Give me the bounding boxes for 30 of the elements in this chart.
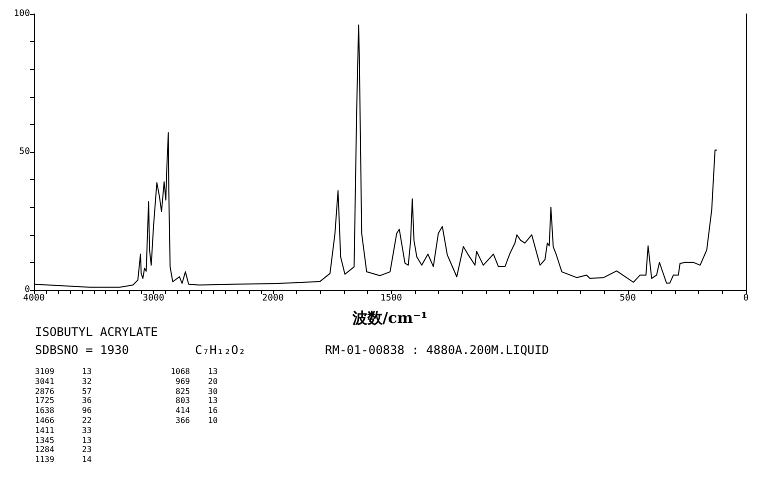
text: 1068 13 [170, 367, 218, 376]
text: 366 10 [176, 416, 218, 425]
text: ISOBUTYL ACRYLATE [35, 325, 158, 339]
text: RM-01-00838 : 4880A.200M.LIQUID [325, 343, 549, 357]
text: 1466 22 [35, 416, 92, 425]
x-axis-title: 波数/cm⁻¹ [352, 309, 428, 328]
x-tick-label: 4000 [23, 294, 45, 304]
text: 1139 14 [35, 455, 92, 464]
text: SDBSNO = 1930 [35, 343, 129, 357]
text: 1638 96 [35, 406, 92, 416]
text: 3109 13 [35, 367, 92, 376]
y-tick-label: 100 [14, 9, 30, 19]
y-tick-label: 50 [19, 147, 30, 157]
y-tick-label: 0 [24, 285, 30, 295]
x-tick-label: 500 [620, 294, 636, 304]
text: C₇H₁₂O₂ [195, 343, 246, 357]
x-tick-label: 0 [743, 294, 749, 304]
text: 1345 13 [35, 436, 92, 445]
x-tick-label: 2000 [262, 294, 284, 304]
text: 2876 57 [35, 386, 92, 396]
text: 803 13 [176, 396, 218, 406]
text: 1411 33 [35, 426, 92, 435]
text: 414 16 [176, 406, 218, 416]
text: 1725 36 [35, 396, 92, 406]
x-tick-label: 1500 [380, 294, 402, 304]
x-tick-label: 3000 [142, 294, 164, 304]
text: 825 30 [176, 386, 218, 396]
text: 969 20 [176, 376, 218, 386]
text: 1284 23 [35, 445, 92, 454]
text: 3041 32 [35, 376, 92, 386]
